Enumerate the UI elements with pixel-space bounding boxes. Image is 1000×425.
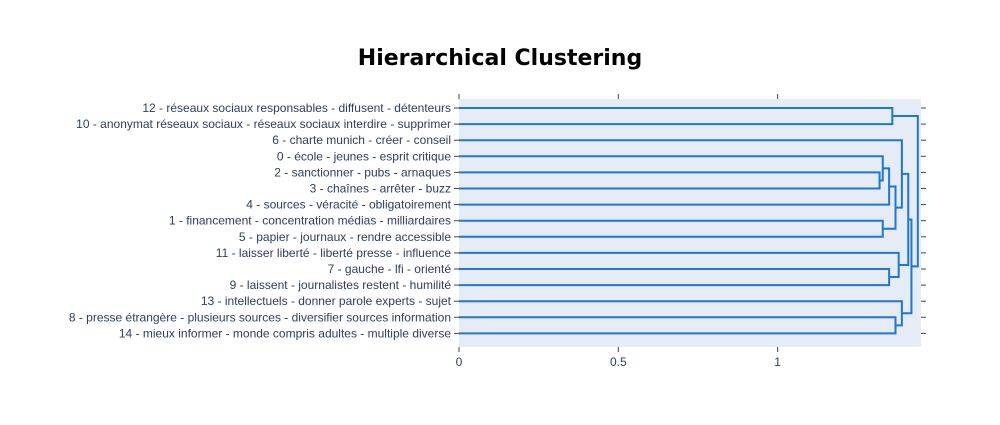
- x-tick-label: 0.5: [610, 355, 627, 369]
- dendrogram-link: [459, 107, 894, 126]
- dendrogram-link: [459, 316, 897, 335]
- leaf-label: 3 - chaînes - arrêter - buzz: [310, 182, 451, 196]
- leaf-label: 5 - papier - journaux - rendre accessibl…: [239, 230, 451, 244]
- leaf-label: 14 - mieux informer - monde compris adul…: [119, 326, 451, 340]
- leaf-label: 10 - anonymat réseaux sociaux - réseaux …: [76, 117, 451, 131]
- leaf-label: 0 - école - jeunes - esprit critique: [277, 149, 451, 163]
- leaf-label: 11 - laisser liberté - liberté presse - …: [216, 246, 452, 260]
- leaf-label: 13 - intellectuels - donner parole exper…: [201, 294, 452, 308]
- top-axis-ticks: [458, 94, 779, 99]
- dendrogram-link: [901, 218, 913, 315]
- leaf-label: 8 - presse étrangère - plusieurs sources…: [69, 310, 451, 324]
- x-tick-label: 1: [774, 355, 781, 369]
- dendrogram-links: [459, 107, 919, 335]
- leaf-label: 2 - sanctionner - pubs - arnaques: [274, 165, 451, 179]
- leaf-label: 6 - charte munich - créer - conseil: [272, 133, 451, 147]
- leaf-label: 4 - sources - véracité - obligatoirement: [246, 198, 451, 212]
- leaf-labels: 12 - réseaux sociaux responsables - diff…: [69, 101, 452, 340]
- leaf-label: 12 - réseaux sociaux responsables - diff…: [142, 101, 451, 115]
- dendrogram-link: [882, 185, 897, 230]
- leaf-label: 1 - financement - concentration médias -…: [169, 214, 451, 228]
- x-tick-label: 0: [456, 355, 463, 369]
- chart-title: Hierarchical Clustering: [358, 46, 642, 71]
- x-axis-ticks: [458, 347, 779, 352]
- dendrogram-link: [892, 115, 919, 268]
- right-axis-ticks: [454, 107, 926, 334]
- leaf-label: 7 - gauche - lfi - orienté: [328, 262, 452, 276]
- leaf-label: 9 - laissent - journalistes restent - hu…: [230, 278, 452, 292]
- plot-area: [459, 99, 921, 347]
- x-tick-labels: 0 0.5 1: [456, 355, 782, 369]
- dendrogram-link: [898, 172, 910, 266]
- dendrogram-link: [459, 171, 881, 190]
